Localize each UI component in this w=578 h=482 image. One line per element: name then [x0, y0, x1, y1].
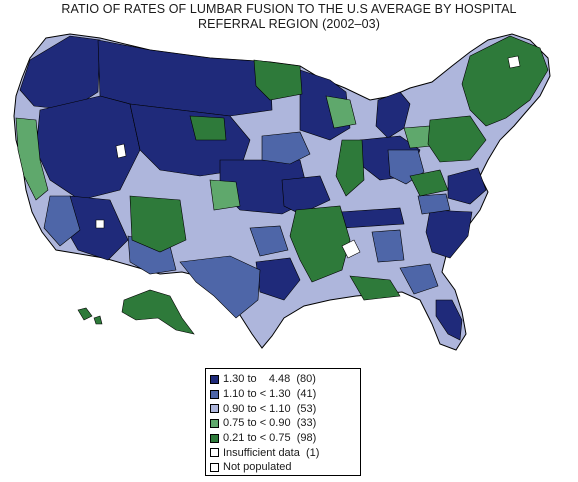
region-gulf-coast	[349, 275, 401, 301]
region-kansas-missouri	[281, 175, 331, 215]
legend-swatch	[210, 404, 219, 414]
legend-swatch	[210, 448, 219, 458]
region-pennsylvania	[427, 115, 487, 163]
legend-item-6: Insufficient data (1)	[210, 445, 356, 460]
region-kentucky	[417, 193, 451, 215]
region-california-coast	[15, 117, 49, 201]
legend-swatch	[210, 374, 219, 384]
legend-item-5: 0.21 to < 0.75 (98)	[210, 431, 356, 446]
region-great-basin	[35, 95, 141, 201]
region-wisconsin	[325, 95, 357, 129]
region-minnesota-north	[253, 59, 303, 101]
region-carolinas	[425, 209, 473, 259]
region-colorado-east	[209, 179, 241, 211]
legend-item-2: 1.10 to < 1.30 (41)	[210, 387, 356, 402]
region-not-populated-nevada	[95, 219, 105, 229]
region-insufficient-data-maine	[507, 55, 521, 69]
map-title: RATIO OF RATES OF LUMBAR FUSION TO THE U…	[0, 2, 578, 32]
region-oklahoma-east	[249, 225, 289, 257]
region-california-south	[43, 195, 81, 247]
region-hawaii	[77, 307, 103, 325]
region-group-darkgreen	[77, 35, 549, 335]
region-virginia	[447, 167, 487, 205]
region-alaska	[121, 289, 195, 335]
legend-label: 0.75 to < 0.90 (33)	[223, 417, 317, 430]
region-georgia-south	[399, 263, 439, 295]
legend-label: 0.90 to < 1.10 (53)	[223, 402, 317, 415]
region-alabama	[371, 229, 405, 263]
legend-label: Insufficient data (1)	[223, 446, 320, 459]
legend-label: Not populated	[223, 461, 292, 474]
legend-swatch	[210, 418, 219, 428]
legend-label: 0.21 to < 0.75 (98)	[223, 432, 317, 445]
region-mississippi-valley	[289, 205, 351, 283]
region-new-england	[461, 35, 549, 127]
region-not-populated-utah	[115, 143, 127, 159]
legend-swatch	[210, 462, 219, 472]
legend-label: 1.30 to 4.48 (80)	[223, 373, 316, 386]
region-west-virginia	[409, 169, 449, 197]
region-iowa	[261, 131, 311, 165]
legend-swatch	[210, 433, 219, 443]
legend-item-3: 0.90 to < 1.10 (53)	[210, 401, 356, 416]
map-legend: 1.30 to 4.48 (80) 1.10 to < 1.30 (41) 0.…	[205, 368, 361, 476]
region-group-white	[95, 55, 521, 259]
title-line-2: REFERRAL REGION (2002–03)	[198, 17, 380, 31]
legend-label: 1.10 to < 1.30 (41)	[223, 388, 317, 401]
legend-item-7: Not populated	[210, 460, 356, 475]
title-line-1: RATIO OF RATES OF LUMBAR FUSION TO THE U…	[61, 2, 517, 16]
legend-swatch	[210, 389, 219, 399]
region-illinois	[335, 139, 365, 197]
region-new-mexico	[129, 195, 187, 253]
region-not-populated-mississippi	[341, 239, 361, 259]
region-texas-west	[179, 255, 261, 319]
region-group-blue	[43, 131, 451, 319]
region-texas-east	[255, 257, 301, 301]
region-wyoming-south	[189, 115, 227, 141]
region-florida	[435, 299, 463, 341]
legend-item-1: 1.30 to 4.48 (80)	[210, 372, 356, 387]
us-hrr-map	[13, 33, 551, 351]
legend-item-4: 0.75 to < 0.90 (33)	[210, 416, 356, 431]
